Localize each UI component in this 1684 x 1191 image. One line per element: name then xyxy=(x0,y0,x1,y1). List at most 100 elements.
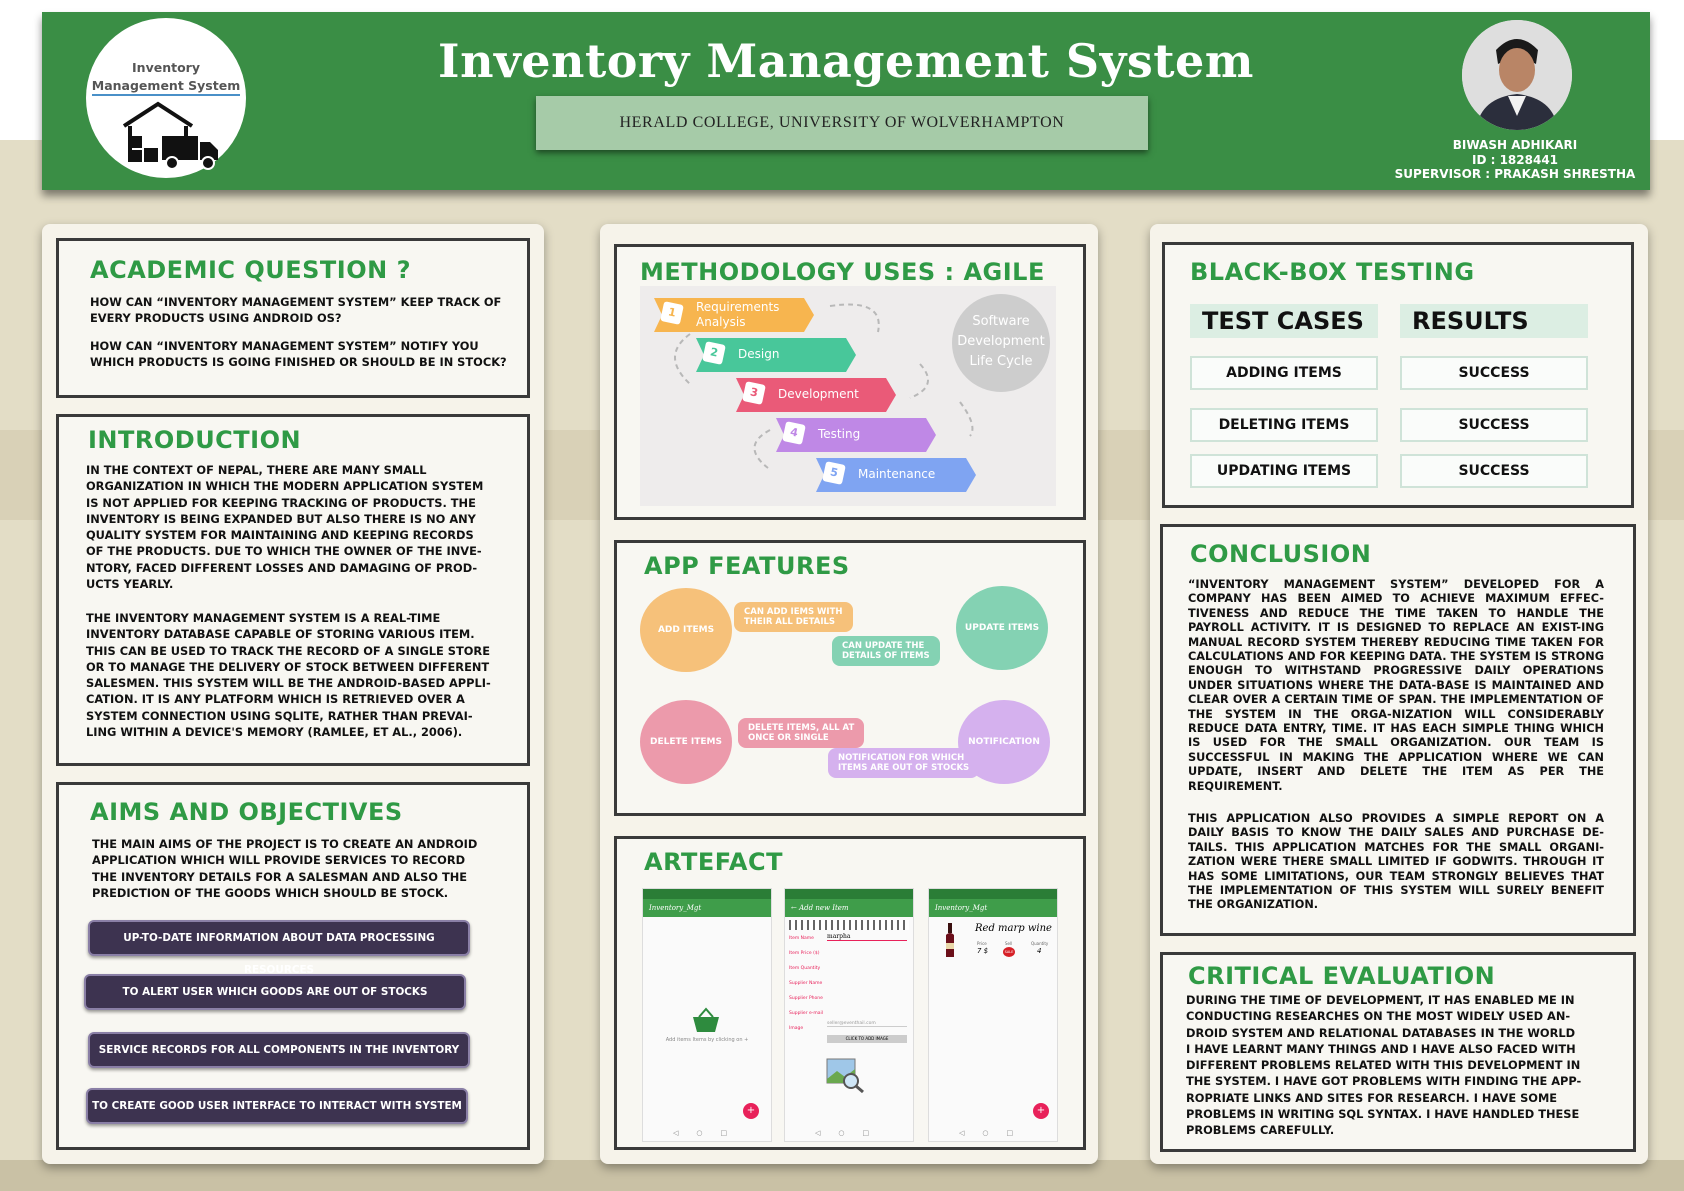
step-maintenance: 5 Maintenance xyxy=(816,458,976,492)
author-name: BIWASH ADHIKARI xyxy=(1452,138,1578,152)
conclusion-heading: CONCLUSION xyxy=(1190,540,1372,568)
feature-update-desc: CAN UPDATE THE DETAILS OF ITEMS xyxy=(832,636,940,666)
test-case-cell: DELETING ITEMS xyxy=(1190,408,1378,442)
introduction-heading: INTRODUCTION xyxy=(88,426,302,454)
step-arrow-shape xyxy=(816,458,976,492)
poster-title: Inventory Management System xyxy=(438,34,1254,88)
basket-icon xyxy=(693,1007,719,1032)
item-name-input[interactable]: marpha xyxy=(827,933,907,941)
notebook-rings xyxy=(789,920,909,930)
feature-delete-desc: DELETE ITEMS, ALL AT ONCE OR SINGLE xyxy=(738,718,865,748)
test-case-cell: ADDING ITEMS xyxy=(1190,356,1378,390)
screen-title: Add new Item xyxy=(799,904,849,912)
field-label: Supplier Name xyxy=(789,981,823,986)
test-result-cell: SUCCESS xyxy=(1400,454,1588,488)
step-label: Testing xyxy=(818,427,861,441)
artefact-heading: ARTEFACT xyxy=(644,848,783,876)
step-development: 3 Development xyxy=(736,378,896,412)
step-arrow-shape xyxy=(736,378,896,412)
add-fab-button[interactable]: + xyxy=(743,1103,759,1119)
field-label: Supplier Phone xyxy=(789,996,823,1001)
cycle-arrows xyxy=(674,303,974,469)
aims-text: THE MAIN AIMS OF THE PROJECT IS TO CREAT… xyxy=(92,837,478,900)
field-label: Item Name xyxy=(789,936,814,941)
critical-evaluation-box xyxy=(1160,952,1636,1152)
empty-hint: Add items Items by clicking on + xyxy=(665,1037,749,1043)
back-arrow-icon[interactable]: ← xyxy=(791,904,800,912)
quantity-value: 4 xyxy=(1037,947,1042,955)
step-design: 2 Design xyxy=(696,338,856,372)
author-photo xyxy=(1462,20,1572,130)
field-label: Item Price ($) xyxy=(789,951,820,956)
step-label: Design xyxy=(738,347,780,361)
price-value: 7 $ xyxy=(977,947,989,955)
step-number: 1 xyxy=(660,301,684,325)
academic-heading: ACADEMIC QUESTION ? xyxy=(90,256,411,284)
field-label: Item Quantity xyxy=(789,966,821,971)
image-placeholder-icon xyxy=(826,1058,864,1093)
test-case-cell: UPDATING ITEMS xyxy=(1190,454,1378,488)
wine-bottle-icon xyxy=(946,923,954,957)
nav-buttons: ◁○□ xyxy=(673,1129,746,1137)
price-label: Price xyxy=(977,941,987,946)
step-arrow-shape xyxy=(696,338,856,372)
add-image-button[interactable]: CLICK TO ADD IMAGE xyxy=(827,1035,907,1043)
academic-question-box xyxy=(56,238,530,398)
supervisor: SUPERVISOR : PRAKASH SHRESTHA xyxy=(1394,167,1636,181)
academic-question-2: HOW CAN “INVENTORY MANAGEMENT SYSTEM” NO… xyxy=(90,339,507,370)
aim-item: TO CREATE GOOD USER INTERFACE TO INTERAC… xyxy=(86,1088,468,1124)
app-screen-add-item: ← Add new Item Item Name Item Price ($) … xyxy=(784,888,914,1142)
results-header: RESULTS xyxy=(1400,304,1588,338)
logo: Inventory Management System xyxy=(86,18,246,178)
sdlc-diagram: Software Development Life Cycle 1 Requir… xyxy=(640,286,1056,506)
step-arrow-shape xyxy=(654,298,814,332)
quantity-label: Quantity xyxy=(1031,941,1049,946)
introduction-box xyxy=(56,414,530,766)
feature-add-circle: ADD ITEMS xyxy=(640,588,732,672)
conclusion-paragraph-1: “INVENTORY MANAGEMENT SYSTEM” DEVELOPED … xyxy=(1188,578,1604,793)
college-banner: HERALD COLLEGE, UNIVERSITY OF WOLVERHAMP… xyxy=(536,96,1148,150)
app-screen-item-list: Inventory_Mgt Red marp wine Price 7 $ Se… xyxy=(928,888,1058,1142)
add-fab-button[interactable]: + xyxy=(1033,1103,1049,1119)
sdlc-circle: Software Development Life Cycle xyxy=(952,294,1050,392)
academic-question-1: HOW CAN “INVENTORY MANAGEMENT SYSTEM” KE… xyxy=(90,295,502,326)
test-cases-header: TEST CASES xyxy=(1190,304,1378,338)
step-number: 2 xyxy=(702,341,726,365)
step-label: Requirements Analysis xyxy=(696,300,780,329)
step-testing: 4 Testing xyxy=(776,418,936,452)
feature-notify-desc: NOTIFICATION FOR WHICH ITEMS ARE OUT OF … xyxy=(828,748,980,778)
warehouse-truck-icon xyxy=(122,101,218,170)
aim-item: UP-TO-DATE INFORMATION ABOUT DATA PROCES… xyxy=(88,920,470,976)
app-bar-title: Inventory_Mgt xyxy=(643,899,771,917)
step-label: Development xyxy=(778,387,859,401)
test-result-cell: SUCCESS xyxy=(1400,356,1588,390)
step-number: 4 xyxy=(782,421,806,445)
testing-heading: BLACK-BOX TESTING xyxy=(1190,258,1475,286)
logo-line1: Inventory xyxy=(132,60,200,75)
supplier-email-input[interactable]: seller@eventhail.com xyxy=(827,1021,907,1027)
app-screen-list: Inventory_Mgt Add items Items by clickin… xyxy=(642,888,772,1142)
feature-delete-circle: DELETE ITEMS xyxy=(640,700,732,784)
author-info: BIWASH ADHIKARI ID : 1828441 SUPERVISOR … xyxy=(1390,138,1640,182)
logo-line2: Management System xyxy=(91,78,241,96)
test-result-cell: SUCCESS xyxy=(1400,408,1588,442)
introduction-paragraph-1: IN THE CONTEXT OF NEPAL, THERE ARE MANY … xyxy=(86,463,484,592)
introduction-paragraph-2: THE INVENTORY MANAGEMENT SYSTEM IS A REA… xyxy=(86,611,491,740)
app-bar-title: Inventory_Mgt xyxy=(929,899,1057,917)
sale-button[interactable]: SALE xyxy=(1003,947,1015,957)
step-label: Maintenance xyxy=(858,467,936,481)
step-requirements: 1 Requirements Analysis xyxy=(654,298,814,332)
conclusion-paragraph-2: THIS APPLICATION ALSO PROVIDES A SIMPLE … xyxy=(1188,812,1604,912)
aim-item: TO ALERT USER WHICH GOODS ARE OUT OF STO… xyxy=(84,974,466,1010)
aims-heading: AIMS AND OBJECTIVES xyxy=(90,798,403,826)
step-number: 3 xyxy=(742,381,766,405)
feature-add-desc: CAN ADD IEMS WITH THEIR ALL DETAILS xyxy=(734,602,853,632)
conclusion-box xyxy=(1160,524,1636,936)
aim-item: SERVICE RECORDS FOR ALL COMPONENTS IN TH… xyxy=(88,1032,470,1068)
author-id: ID : 1828441 xyxy=(1471,152,1559,167)
features-heading: APP FEATURES xyxy=(644,552,850,580)
person-avatar-icon xyxy=(1462,20,1572,130)
sell-label: Sell xyxy=(1005,941,1013,946)
form-fields: Item Name Item Price ($) Item Quantity S… xyxy=(789,931,909,1036)
step-arrow-shape xyxy=(776,418,936,452)
